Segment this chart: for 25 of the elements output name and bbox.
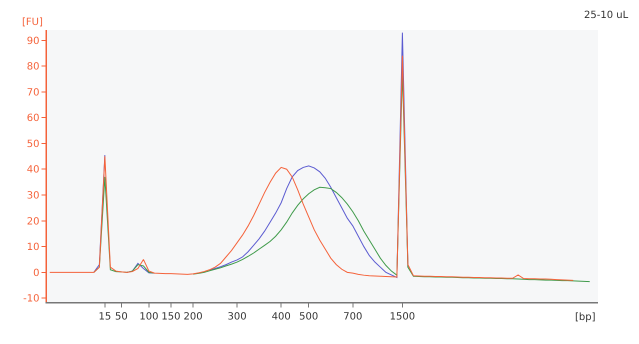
y-tick-label: 60 bbox=[26, 113, 40, 124]
x-tick-label: 500 bbox=[299, 312, 318, 322]
y-tick-label: 90 bbox=[26, 36, 40, 47]
x-tick-label: 15 bbox=[98, 312, 112, 322]
x-tick-label: 150 bbox=[161, 312, 181, 322]
line-series bbox=[49, 55, 574, 281]
x-tick-label: 400 bbox=[272, 312, 291, 322]
x-axis-title: [bp] bbox=[575, 312, 596, 323]
y-tick-label: 0 bbox=[33, 268, 40, 279]
x-tick-label: 300 bbox=[228, 312, 247, 322]
y-tick-label: 20 bbox=[26, 216, 40, 228]
x-tick-label: 700 bbox=[343, 312, 362, 322]
x-tick-label: 1500 bbox=[390, 312, 416, 322]
x-tick-label: 200 bbox=[183, 312, 203, 322]
y-tick-label: 70 bbox=[26, 87, 40, 98]
y-tick-label: 40 bbox=[26, 164, 40, 176]
y-axis-title: [FU] bbox=[22, 17, 43, 28]
x-tick-label: 100 bbox=[139, 312, 158, 322]
y-tick-label: 80 bbox=[26, 62, 40, 73]
x-tick-label: 50 bbox=[115, 312, 128, 322]
y-tick-label: -10 bbox=[23, 294, 40, 305]
y-tick-label: 10 bbox=[26, 242, 40, 254]
y-tick-label: 50 bbox=[26, 138, 40, 150]
text: 25-10 uL bbox=[584, 10, 629, 21]
y-tick-label: 30 bbox=[26, 190, 40, 202]
